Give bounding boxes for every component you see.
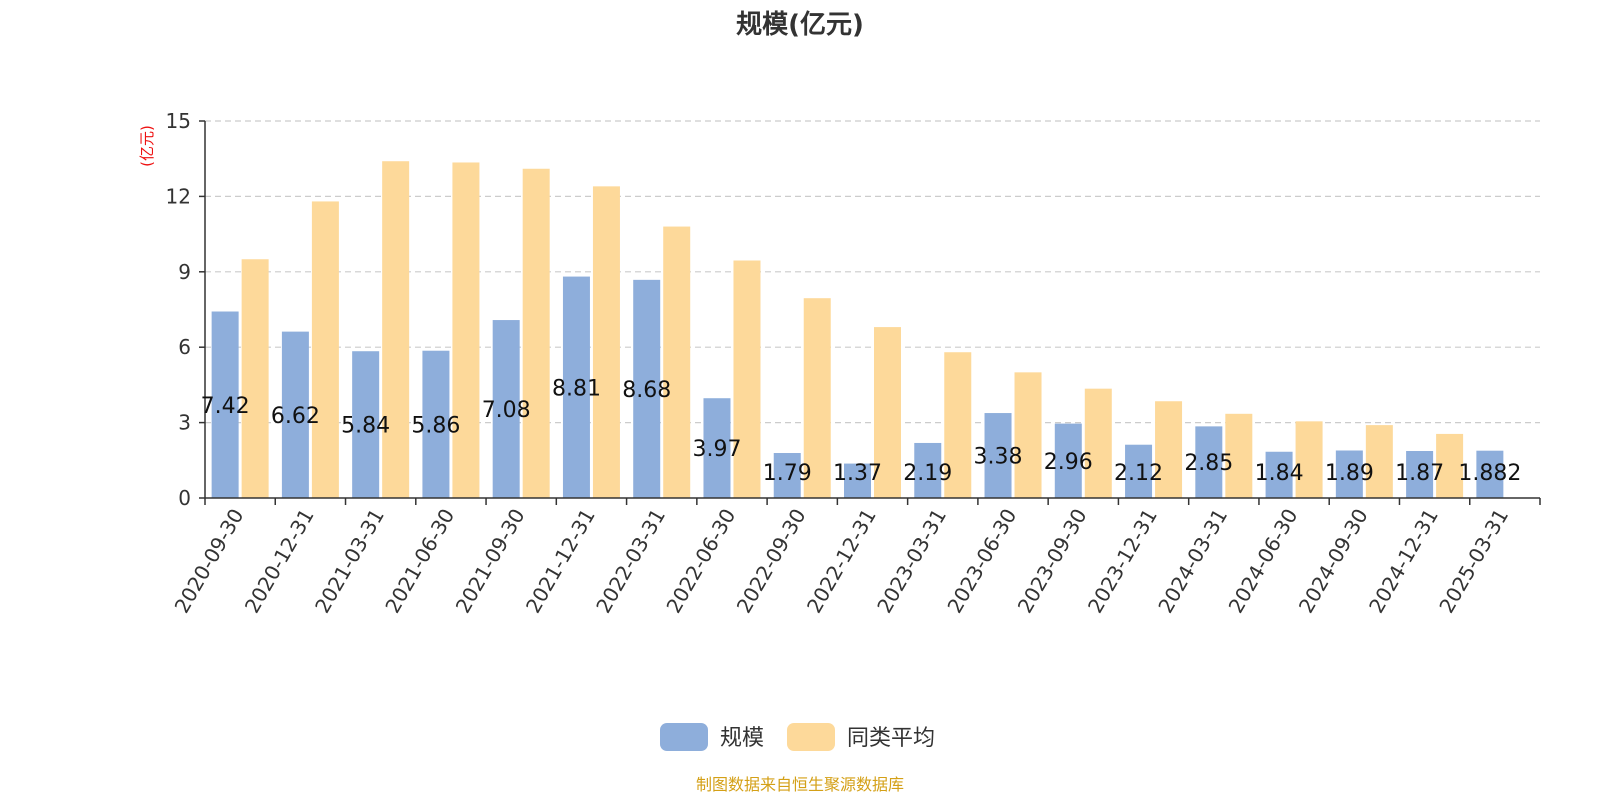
bar-scale <box>703 398 731 498</box>
bar-peer-average <box>944 352 972 498</box>
bar-peer-average <box>1014 372 1042 498</box>
data-label: 2.19 <box>903 461 952 486</box>
bar-peer-average <box>1295 421 1323 498</box>
data-label: 8.68 <box>622 378 671 403</box>
bar-peer-average <box>592 186 620 498</box>
data-label: 2.12 <box>1114 461 1163 486</box>
data-label: 3.38 <box>974 445 1023 470</box>
x-tick-label: 2025-03-31 <box>1434 505 1513 618</box>
bar-peer-average <box>241 259 269 498</box>
x-tick-label: 2021-06-30 <box>380 505 459 618</box>
legend-label: 规模 <box>720 726 764 751</box>
data-label: 7.42 <box>201 394 250 419</box>
y-tick-label: 9 <box>178 260 191 284</box>
data-label: 1.89 <box>1325 461 1374 486</box>
x-tick-label: 2020-09-30 <box>170 505 249 618</box>
bar-scale <box>1054 423 1082 498</box>
bar-peer-average <box>1365 425 1393 498</box>
y-tick-label: 6 <box>178 335 191 359</box>
bar-scale <box>562 276 590 498</box>
legend[interactable]: 规模 同类平均 <box>660 723 935 751</box>
bar-peer-average <box>1155 401 1183 498</box>
data-label: 6.62 <box>271 404 320 429</box>
x-tick-label: 2023-03-31 <box>872 505 951 618</box>
bar-scale <box>352 351 380 498</box>
legend-item[interactable]: 规模 <box>660 723 764 751</box>
bar-peer-average <box>382 161 410 499</box>
data-label: 8.81 <box>552 376 601 401</box>
bar-peer-average <box>733 260 761 498</box>
bar-peer-average <box>663 226 691 498</box>
bar-peer-average <box>1084 388 1112 498</box>
bar-scale <box>492 320 520 498</box>
y-axis-unit-label: (亿元) <box>138 125 156 167</box>
data-label: 1.84 <box>1255 461 1304 486</box>
x-tick-label: 2024-12-31 <box>1364 505 1443 618</box>
legend-swatch <box>787 723 835 751</box>
bar-scale <box>914 442 942 498</box>
data-label: 5.86 <box>411 413 460 438</box>
data-label: 2.85 <box>1184 451 1233 476</box>
x-tick-label: 2022-06-30 <box>661 505 740 618</box>
data-label: 3.97 <box>692 437 741 462</box>
x-tick-label: 2023-09-30 <box>1013 505 1092 618</box>
data-label: 2.96 <box>1044 450 1093 475</box>
bar-scale <box>1476 450 1504 498</box>
bar-peer-average <box>522 168 550 498</box>
data-label: 1.79 <box>763 461 812 486</box>
bar-scale <box>1265 451 1293 498</box>
chart-title: 规模(亿元) <box>736 10 864 40</box>
x-tick-label: 2022-03-31 <box>591 505 670 618</box>
bar-peer-average <box>874 327 901 498</box>
x-tick-label: 2021-09-30 <box>451 505 530 618</box>
x-tick-label: 2022-12-31 <box>802 505 881 618</box>
bar-peer-average <box>1225 413 1253 498</box>
bars <box>211 161 1504 499</box>
x-tick-label: 2024-06-30 <box>1224 505 1303 618</box>
bar-scale <box>422 350 450 498</box>
x-tick-label: 2020-12-31 <box>240 505 319 618</box>
bar-scale <box>844 463 871 498</box>
x-tick-label: 2023-12-31 <box>1083 505 1162 618</box>
bar-scale <box>211 311 239 498</box>
y-tick-label: 12 <box>166 184 191 208</box>
x-tick-label: 2024-03-31 <box>1153 505 1232 618</box>
bar-scale <box>1335 450 1363 498</box>
bar-scale <box>1125 444 1153 498</box>
data-label: 1.882 <box>1458 461 1521 486</box>
bar-peer-average <box>1436 433 1464 498</box>
x-tick-label: 2022-09-30 <box>732 505 811 618</box>
data-labels: 7.42 6.62 5.84 5.86 7.08 8.81 8.68 3.97 1.79 1.37… <box>201 376 1522 486</box>
bar-scale <box>773 453 801 498</box>
data-label: 7.08 <box>482 398 531 423</box>
bar-scale <box>984 413 1012 498</box>
data-label: 1.87 <box>1395 461 1444 486</box>
bar-peer-average <box>311 201 339 498</box>
x-tick-label: 2024-09-30 <box>1294 505 1373 618</box>
y-tick-label: 0 <box>178 486 191 510</box>
data-label: 1.37 <box>833 461 882 486</box>
bar-peer-average <box>803 298 831 498</box>
bar-scale <box>281 331 309 498</box>
y-tick-label: 3 <box>178 411 191 435</box>
data-label: 5.84 <box>341 414 390 439</box>
source-note: 制图数据来自恒生聚源数据库 <box>696 775 904 794</box>
bar-peer-average <box>452 162 480 498</box>
x-tick-label: 2021-03-31 <box>310 505 389 618</box>
x-tick-label: 2021-12-31 <box>521 505 600 618</box>
x-tick-label: 2023-06-30 <box>942 505 1021 618</box>
bar-scale <box>633 279 661 498</box>
legend-item[interactable]: 同类平均 <box>787 723 935 751</box>
bar-scale <box>1406 451 1434 498</box>
y-tick-label: 15 <box>166 109 191 133</box>
legend-swatch <box>660 723 708 751</box>
bar-scale <box>1195 426 1223 498</box>
legend-label: 同类平均 <box>847 726 935 751</box>
